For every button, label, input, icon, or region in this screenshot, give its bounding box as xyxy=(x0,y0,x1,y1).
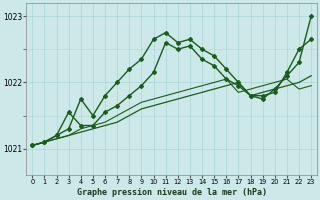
X-axis label: Graphe pression niveau de la mer (hPa): Graphe pression niveau de la mer (hPa) xyxy=(77,188,267,197)
